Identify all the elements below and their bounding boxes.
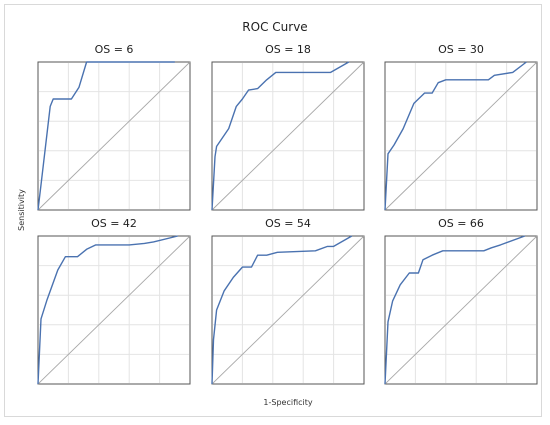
roc-curve-line bbox=[384, 61, 527, 211]
plot-border bbox=[211, 61, 365, 211]
panel-title: OS = 6 bbox=[95, 43, 134, 56]
reference-diagonal bbox=[37, 235, 191, 385]
panel-title: OS = 18 bbox=[265, 43, 311, 56]
roc-curve-line bbox=[384, 235, 526, 385]
reference-diagonal bbox=[211, 235, 365, 385]
roc-curve-line bbox=[211, 235, 353, 385]
panel-title: OS = 30 bbox=[438, 43, 484, 56]
chart-title: ROC Curve bbox=[242, 20, 307, 34]
panel-title: OS = 54 bbox=[265, 217, 311, 230]
plot-border bbox=[211, 235, 365, 385]
reference-diagonal bbox=[37, 61, 191, 211]
reference-diagonal bbox=[211, 61, 365, 211]
panel-title: OS = 42 bbox=[91, 217, 137, 230]
roc-panel-4: OS = 42 bbox=[37, 217, 191, 385]
roc-curve-line bbox=[211, 61, 350, 211]
panel-title: OS = 66 bbox=[438, 217, 484, 230]
roc-curve-line bbox=[37, 61, 175, 211]
plot-border bbox=[37, 235, 191, 385]
roc-panel-1: OS = 6 bbox=[37, 43, 191, 211]
roc-panels: OS = 6 OS = 18 OS = 30 OS = 42 OS = 54 OS = 6… bbox=[37, 43, 538, 385]
roc-curve-line bbox=[37, 235, 178, 385]
roc-panel-2: OS = 18 bbox=[211, 43, 365, 211]
y-axis-label: Sensitivity bbox=[17, 189, 26, 231]
roc-panel-3: OS = 30 bbox=[384, 43, 538, 211]
plot-border bbox=[384, 235, 538, 385]
reference-diagonal bbox=[384, 61, 538, 211]
roc-panel-5: OS = 54 bbox=[211, 217, 365, 385]
reference-diagonal bbox=[384, 235, 538, 385]
x-axis-label: 1-Specificity bbox=[263, 398, 312, 407]
plot-border bbox=[384, 61, 538, 211]
roc-panel-6: OS = 66 bbox=[384, 217, 538, 385]
